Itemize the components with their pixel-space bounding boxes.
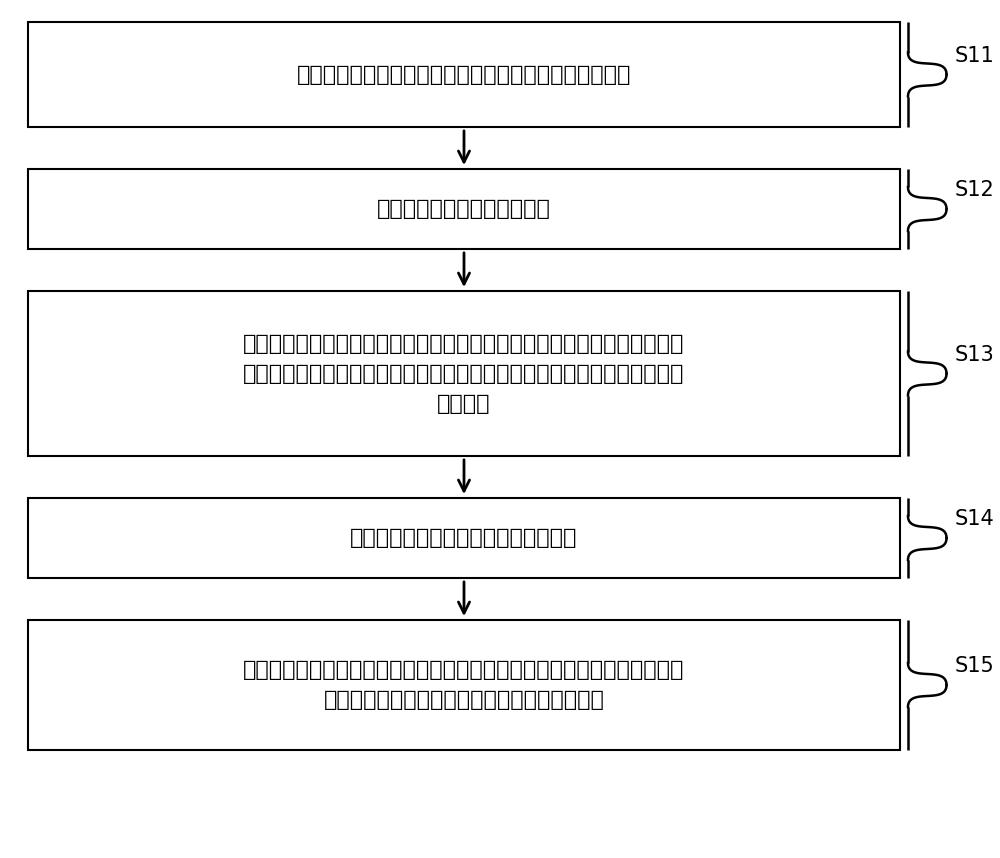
Text: 获取所述统计消息的统计标识: 获取所述统计消息的统计标识	[377, 199, 551, 219]
Text: 将修改后的所述总统计数据添加至所述统计消息，并将添加所述总统计数据: 将修改后的所述总统计数据添加至所述统计消息，并将添加所述总统计数据	[243, 660, 685, 680]
Text: 接收客户端发送的统计消息；所述统计消息包括统计数据: 接收客户端发送的统计消息；所述统计消息包括统计数据	[297, 64, 631, 84]
Text: S13: S13	[954, 345, 994, 365]
Text: S11: S11	[954, 45, 994, 66]
Text: 群组内具有相同统计标识的在先统计消息生成，所述统计状态数据中包括总: 群组内具有相同统计标识的在先统计消息生成，所述统计状态数据中包括总	[243, 364, 685, 384]
Text: S15: S15	[954, 656, 994, 676]
Text: S14: S14	[954, 510, 994, 529]
Text: 根据所述统计数据修改所述总统计数据: 根据所述统计数据修改所述总统计数据	[350, 528, 578, 548]
Bar	[28, 498, 900, 578]
Bar	[28, 291, 900, 456]
Bar	[28, 22, 900, 127]
Bar	[28, 169, 900, 249]
Text: 后的统计消息发送至群组内的客户端以进行展示: 后的统计消息发送至群组内的客户端以进行展示	[324, 690, 604, 710]
Text: 统计数据: 统计数据	[437, 394, 491, 414]
Text: S12: S12	[954, 180, 994, 200]
Text: 根据所述统计标识获取统计状态信息；所述统计状态信息为所述服务器基于: 根据所述统计标识获取统计状态信息；所述统计状态信息为所述服务器基于	[243, 334, 685, 353]
Bar	[28, 620, 900, 750]
